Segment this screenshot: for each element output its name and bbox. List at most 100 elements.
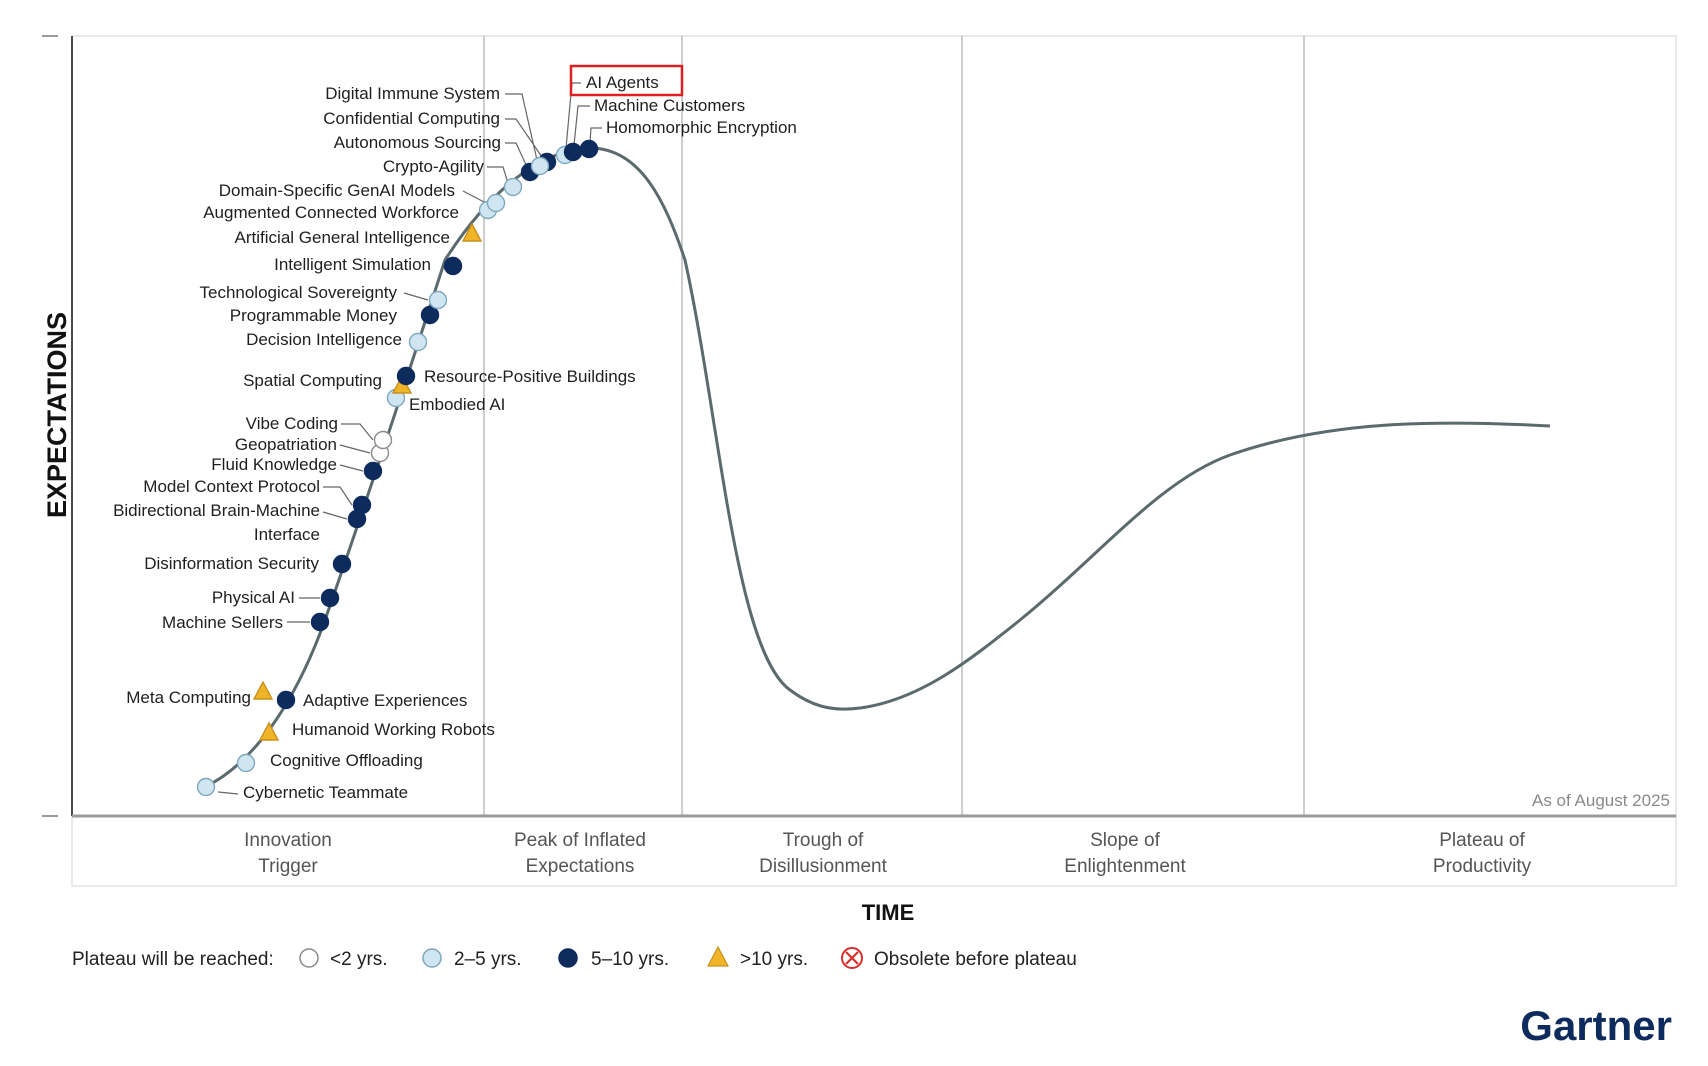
- legend-marker-2to5: [422, 948, 442, 968]
- leader-line-model-context-protocol: [323, 486, 353, 506]
- marker-humanoid-working-robots: [258, 721, 280, 741]
- phase-label-plateau-2: Productivity: [1433, 856, 1532, 877]
- label-geopatriation: Geopatriation: [235, 435, 337, 454]
- label-augmented-connected-workforce: Augmented Connected Workforce: [203, 203, 459, 222]
- legend-title: Plateau will be reached:: [72, 949, 274, 970]
- leader-line-fluid-knowledge: [339, 464, 364, 472]
- legend-marker-lt2: [299, 948, 319, 968]
- leader-line-homomorphic-encryption: [589, 127, 602, 143]
- leader-line-crypto-agility: [487, 166, 509, 184]
- label-cognitive-offloading: Cognitive Offloading: [270, 751, 423, 770]
- legend-label-lt2: <2 yrs.: [330, 949, 388, 970]
- leader-line-cybernetic-teammate: [217, 791, 239, 795]
- legend-label-obsolete: Obsolete before plateau: [874, 949, 1077, 970]
- marker-crypto-agility: [503, 177, 523, 197]
- marker-machine-sellers: [310, 612, 330, 632]
- label-resource-positive-buildings: Resource-Positive Buildings: [424, 367, 636, 386]
- phase-label-trough-1: Trough of: [783, 830, 864, 851]
- phase-labels: Innovation Trigger Peak of Inflated Expe…: [244, 830, 1531, 877]
- leader-line-machine-customers: [573, 105, 590, 146]
- leader-line-digital-immune-system: [505, 93, 538, 161]
- legend-label-5to10: 5–10 yrs.: [591, 949, 669, 970]
- y-axis-title: EXPECTATIONS: [42, 312, 72, 518]
- legend-label-2to5: 2–5 yrs.: [454, 949, 522, 970]
- marker-cognitive-offloading: [236, 753, 256, 773]
- label-machine-sellers: Machine Sellers: [162, 613, 283, 632]
- label-domain-specific-genai-models: Domain-Specific GenAI Models: [219, 181, 455, 200]
- label-humanoid-working-robots: Humanoid Working Robots: [292, 720, 495, 739]
- label-physical-ai: Physical AI: [212, 588, 295, 607]
- leader-line-vibe-coding: [341, 423, 374, 441]
- marker-technological-sovereignty: [428, 290, 448, 310]
- legend-label-gt10: >10 yrs.: [740, 949, 808, 970]
- marker-decision-intelligence: [408, 332, 428, 352]
- label-embodied-ai: Embodied AI: [409, 395, 505, 414]
- marker-programmable-money: [420, 305, 440, 325]
- label-intelligent-simulation: Intelligent Simulation: [274, 255, 431, 274]
- label-ai-agents: AI Agents: [586, 73, 659, 92]
- as-of-label: As of August 2025: [1532, 791, 1670, 810]
- phase-label-peak-1: Peak of Inflated: [514, 830, 646, 851]
- marker-machine-customers: [563, 142, 583, 162]
- label-vibe-coding: Vibe Coding: [246, 414, 338, 433]
- marker-adaptive-experiences: [276, 690, 296, 710]
- marker-physical-ai: [320, 588, 340, 608]
- marker-artificial-general-intelligence: [461, 222, 483, 242]
- marker-disinformation-security: [332, 554, 352, 574]
- label-autonomous-sourcing: Autonomous Sourcing: [334, 133, 501, 152]
- label-spatial-computing: Spatial Computing: [243, 371, 382, 390]
- label-cybernetic-teammate: Cybernetic Teammate: [243, 783, 408, 802]
- label-bidirectional-brain-machine-interface-1: Bidirectional Brain-Machine: [113, 501, 320, 520]
- leader-line-bidirectional-brain-machine-interface: [322, 511, 348, 520]
- phase-label-trough-2: Disillusionment: [759, 856, 887, 877]
- label-model-context-protocol: Model Context Protocol: [143, 477, 320, 496]
- label-meta-computing: Meta Computing: [126, 688, 251, 707]
- marker-cybernetic-teammate: [196, 777, 216, 797]
- leader-line-domain-specific-genai-models: [462, 190, 487, 204]
- phase-label-slope-1: Slope of: [1090, 830, 1160, 851]
- leader-lines: [217, 82, 602, 795]
- leader-line-technological-sovereignty: [403, 292, 429, 301]
- marker-domain-specific-genai-models: [486, 193, 506, 213]
- label-bidirectional-brain-machine-interface-2: Interface: [254, 525, 320, 544]
- label-confidential-computing: Confidential Computing: [323, 109, 500, 128]
- phase-label-innovation-1: Innovation: [244, 830, 332, 851]
- label-artificial-general-intelligence: Artificial General Intelligence: [235, 228, 450, 247]
- marker-resource-positive-buildings: [396, 366, 416, 386]
- phase-dividers: [483, 36, 1305, 816]
- leader-line-geopatriation: [339, 444, 371, 454]
- phase-label-slope-2: Enlightenment: [1064, 856, 1186, 877]
- marker-model-context-protocol: [352, 495, 372, 515]
- label-fluid-knowledge: Fluid Knowledge: [211, 455, 337, 474]
- marker-intelligent-simulation: [443, 256, 463, 276]
- phase-label-innovation-2: Trigger: [258, 856, 318, 877]
- marker-digital-immune-system: [530, 156, 550, 176]
- leader-line-ai-agents: [565, 82, 581, 149]
- label-crypto-agility: Crypto-Agility: [383, 157, 485, 176]
- label-digital-immune-system: Digital Immune System: [325, 84, 500, 103]
- legend-marker-obsolete: [841, 947, 863, 969]
- leader-line-autonomous-sourcing: [505, 142, 528, 168]
- technology-markers: Cybernetic Teammate Cognitive Offloading H…: [113, 73, 797, 802]
- marker-meta-computing: [252, 680, 274, 700]
- x-axis-title: TIME: [862, 900, 915, 925]
- legend: Plateau will be reached: <2 yrs. 2–5 yrs…: [72, 945, 1077, 970]
- gartner-logo: Gartner: [1520, 1002, 1672, 1049]
- label-programmable-money: Programmable Money: [230, 306, 398, 325]
- leader-line-confidential-computing: [505, 118, 543, 158]
- label-homomorphic-encryption: Homomorphic Encryption: [606, 118, 797, 137]
- phase-label-plateau-1: Plateau of: [1439, 830, 1525, 851]
- label-technological-sovereignty: Technological Sovereignty: [199, 283, 397, 302]
- marker-fluid-knowledge: [363, 461, 383, 481]
- label-adaptive-experiences: Adaptive Experiences: [303, 691, 467, 710]
- legend-marker-gt10: [707, 945, 729, 967]
- marker-vibe-coding: [373, 430, 393, 450]
- highlight-box: [569, 64, 684, 97]
- phase-label-peak-2: Expectations: [526, 856, 635, 877]
- marker-homomorphic-encryption: [579, 139, 599, 159]
- legend-marker-5to10: [558, 948, 578, 968]
- label-machine-customers: Machine Customers: [594, 96, 745, 115]
- label-decision-intelligence: Decision Intelligence: [246, 330, 402, 349]
- label-disinformation-security: Disinformation Security: [144, 554, 319, 573]
